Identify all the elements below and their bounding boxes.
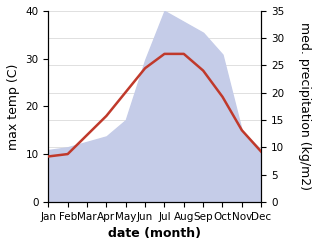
Y-axis label: med. precipitation (kg/m2): med. precipitation (kg/m2) [298, 22, 311, 190]
Y-axis label: max temp (C): max temp (C) [7, 63, 20, 149]
X-axis label: date (month): date (month) [108, 227, 201, 240]
